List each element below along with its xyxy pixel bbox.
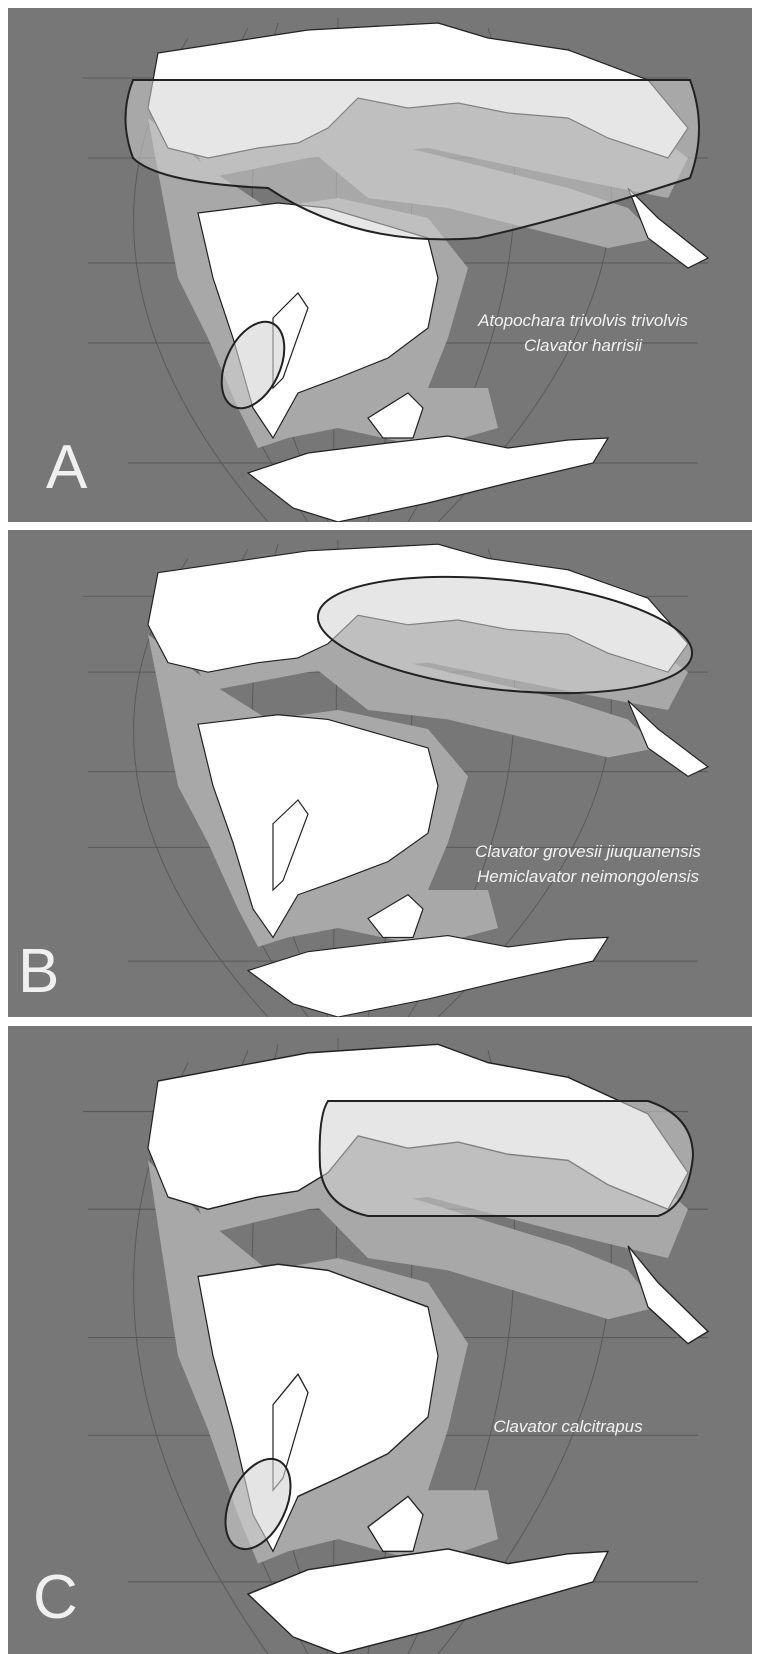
- species-label: Atopochara trivolvis trivolvis: [477, 311, 688, 330]
- species-label: Hemiclavator neimongolensis: [477, 867, 700, 886]
- panel-letter: B: [18, 937, 59, 1006]
- map-panel: Clavator grovesii jiuquanensis Hemiclava…: [8, 530, 752, 1017]
- range-outline: [316, 575, 694, 695]
- range-outline: [220, 320, 286, 410]
- panel-letter: C: [33, 1563, 78, 1632]
- species-label: Clavator calcitrapus: [493, 1417, 643, 1436]
- map-panel: Clavator calcitrapus C: [8, 1026, 752, 1654]
- map-panel: Atopochara trivolvis trivolvis Clavator …: [8, 8, 752, 522]
- species-label: Clavator grovesii jiuquanensis: [475, 842, 701, 861]
- range-outline: [224, 1457, 292, 1551]
- species-label: Clavator harrisii: [524, 336, 643, 355]
- panel-letter: A: [46, 433, 88, 502]
- range-outline: [124, 79, 700, 241]
- range-outline: [318, 1100, 695, 1217]
